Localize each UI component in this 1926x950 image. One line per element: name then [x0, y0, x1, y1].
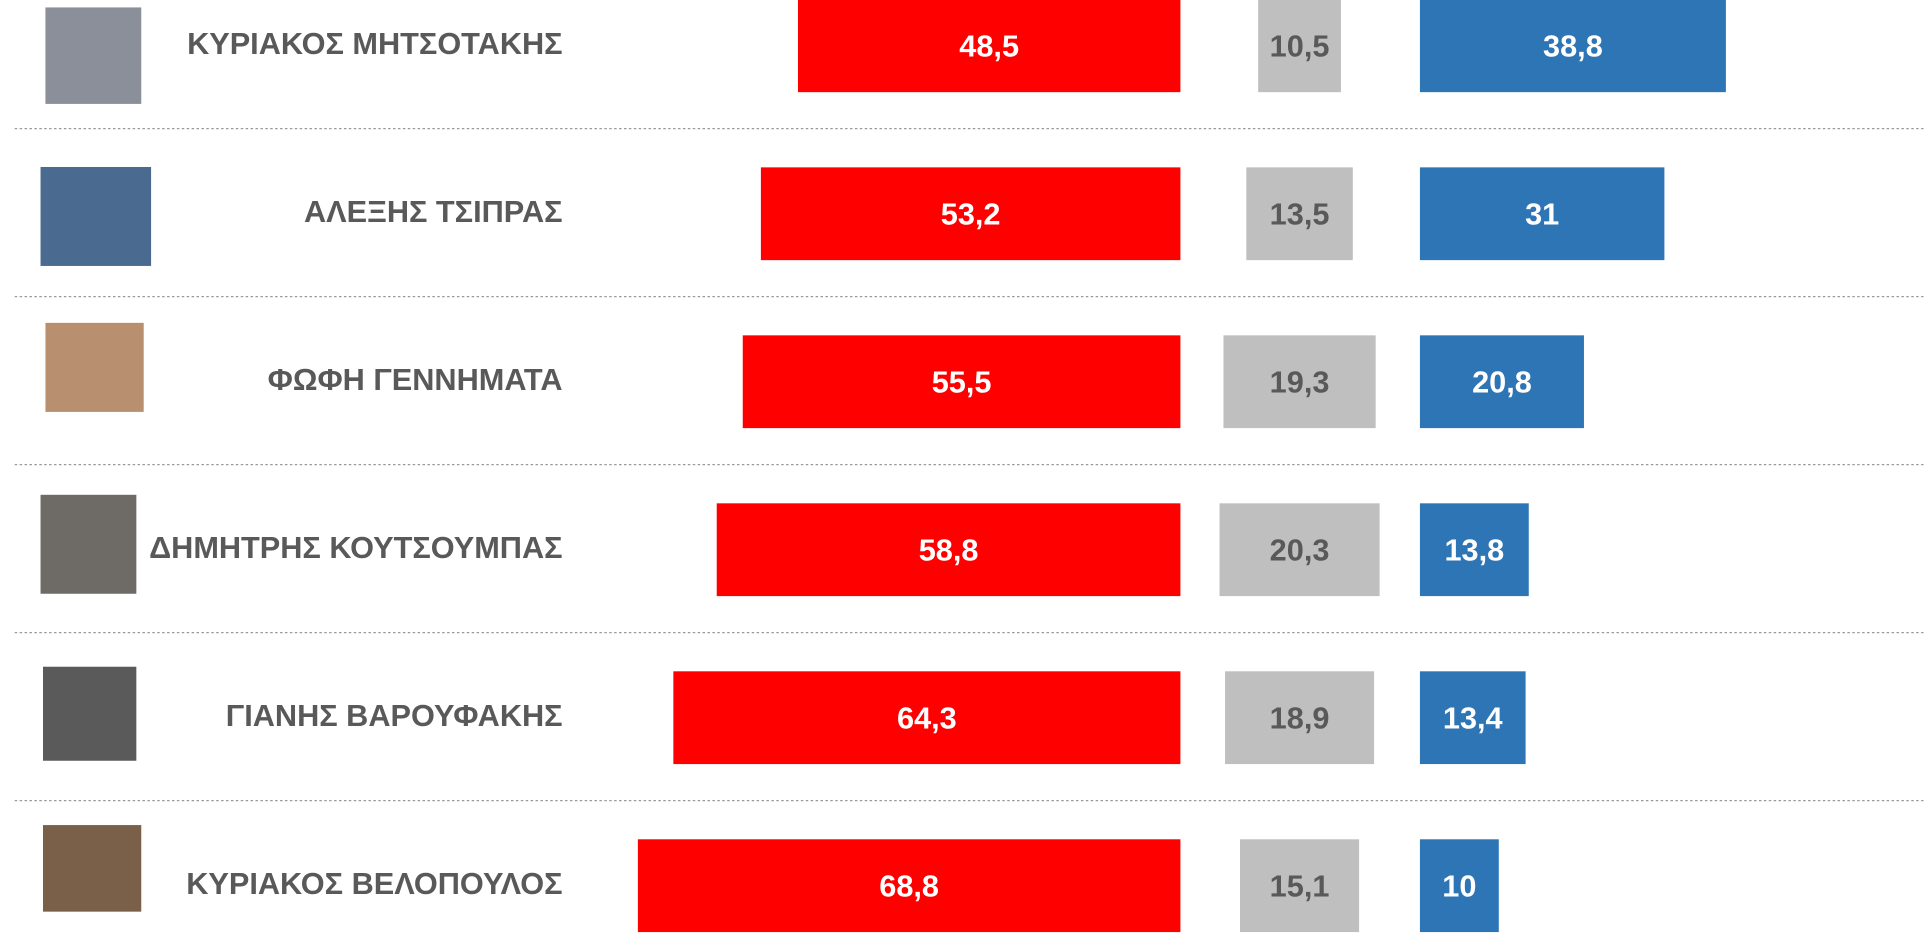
value-label: 53,2: [941, 196, 1001, 231]
candidate-name: ΑΛΕΞΗΣ ΤΣΙΠΡΑΣ: [304, 194, 563, 229]
photo: [42, 825, 142, 912]
value-label: 10: [1442, 868, 1476, 903]
candidate-name: ΓΙΑΝΗΣ ΒΑΡΟΥΦΑΚΗΣ: [226, 698, 563, 733]
value-label: 13,5: [1270, 196, 1330, 231]
candidate-name: ΚΥΡΙΑΚΟΣ ΒΕΛΟΠΟΥΛΟΣ: [186, 866, 562, 901]
bar: [1225, 671, 1375, 765]
value-label: 15,1: [1270, 868, 1330, 903]
value-label: 68,8: [879, 868, 939, 903]
value-label: 13,4: [1443, 700, 1503, 735]
bar: [1419, 167, 1665, 261]
bar: [1240, 839, 1360, 933]
bar: [742, 335, 1181, 429]
value-label: 20,3: [1270, 532, 1330, 567]
value-label: 31: [1525, 196, 1559, 231]
photo: [42, 666, 137, 761]
photo: [45, 322, 144, 412]
bar: [1246, 167, 1353, 261]
value-label: 38,8: [1543, 28, 1603, 63]
candidate-name: ΔΗΜΗΤΡΗΣ ΚΟΥΤΣΟΥΜΠΑΣ: [149, 530, 562, 565]
bar: [637, 839, 1181, 933]
bar: [1419, 335, 1584, 429]
bar: [1419, 839, 1499, 933]
photo: [45, 7, 142, 104]
value-label: 13,8: [1444, 532, 1504, 567]
bar: [1419, 0, 1726, 93]
photo: [40, 166, 152, 266]
value-label: 48,5: [959, 28, 1019, 63]
bar: [1219, 503, 1380, 597]
candidate-name: ΚΥΡΙΑΚΟΣ ΜΗΤΣΟΤΑΚΗΣ: [187, 26, 562, 61]
bar: [673, 671, 1181, 765]
value-label: 10,5: [1270, 28, 1330, 63]
value-label: 55,5: [932, 364, 992, 399]
bar: [1419, 671, 1526, 765]
bar: [1419, 503, 1529, 597]
bar: [1258, 0, 1341, 93]
value-label: 20,8: [1472, 364, 1532, 399]
candidate-name: ΦΩΦΗ ΓΕΝΝΗΜΑΤΑ: [268, 362, 563, 397]
bar: [716, 503, 1181, 597]
value-label: 58,8: [919, 532, 979, 567]
bar: [797, 0, 1181, 93]
value-label: 19,3: [1270, 364, 1330, 399]
value-label: 64,3: [897, 700, 957, 735]
bar: [760, 167, 1181, 261]
bar: [1223, 335, 1376, 429]
value-label: 18,9: [1270, 700, 1330, 735]
photo: [40, 494, 137, 594]
